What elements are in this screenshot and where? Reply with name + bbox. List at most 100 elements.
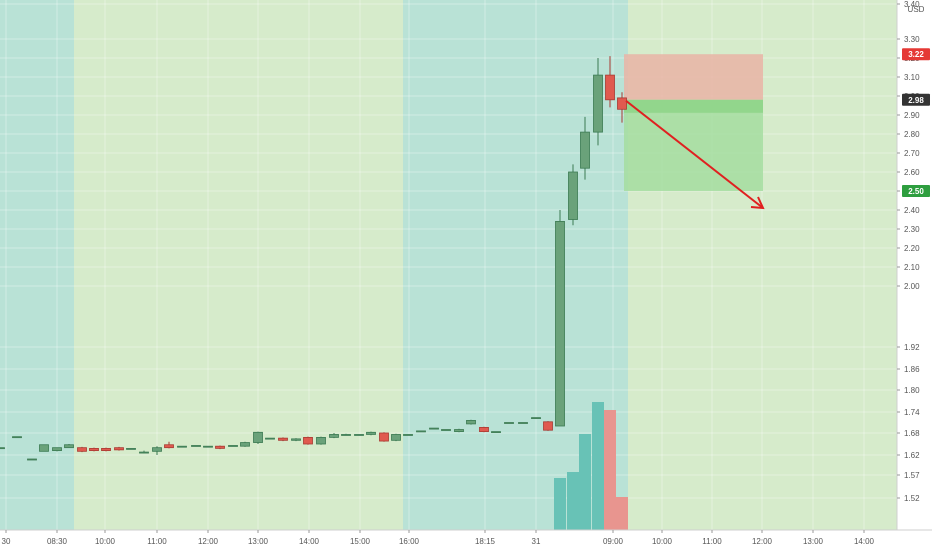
candle-body [52, 447, 62, 451]
candle-body [228, 445, 238, 447]
target-price-badge: 2.50 [908, 187, 924, 196]
candle-body [27, 458, 37, 461]
time-tick-label: 14:00 [854, 537, 875, 546]
time-tick-label: 08:30 [47, 537, 68, 546]
candle-body [303, 436, 313, 445]
candle-body [253, 431, 263, 443]
candle [366, 431, 376, 436]
short-position-tool[interactable] [624, 54, 763, 191]
candle [593, 58, 603, 146]
candle [114, 446, 124, 451]
entry-price-badge-bg [902, 93, 930, 106]
candle [64, 444, 74, 449]
candle-body [152, 447, 162, 452]
price-tick-label: 1.92 [904, 343, 920, 352]
price-tick-label: 3.30 [904, 35, 920, 44]
candle-body [126, 447, 136, 450]
currency-label: USD [908, 5, 925, 14]
candle [39, 444, 49, 452]
candle [568, 164, 578, 226]
entry-price-badge: 2.98 [908, 96, 924, 105]
volume-bar [592, 402, 604, 530]
candle-body [240, 442, 250, 447]
candle-body [580, 131, 590, 169]
entry-band [624, 99, 763, 113]
time-tick-label: 12:00 [752, 537, 773, 546]
candle-body [12, 436, 22, 439]
time-tick-label: 15:00 [350, 537, 371, 546]
candle-body [568, 171, 578, 220]
regular-session-bg [74, 0, 403, 530]
candle [479, 426, 489, 433]
candle-body [341, 434, 351, 436]
candle-body [366, 431, 376, 435]
candle-body [0, 447, 5, 450]
candle [531, 417, 541, 420]
price-tick-label: 2.30 [904, 225, 920, 234]
price-tick-label: 2.40 [904, 206, 920, 215]
candle-body [416, 430, 426, 433]
candle-body [215, 445, 225, 449]
take-profit-zone[interactable] [624, 99, 763, 191]
candle [215, 445, 225, 450]
candlesticks [0, 56, 627, 461]
time-axis[interactable]: 30 08:30 10:00 11:00 12:00 13:00 14:00 15:00 16:… [0, 529, 932, 550]
candle-body [89, 447, 99, 451]
price-tick-label: 1.68 [904, 429, 920, 438]
time-tick-label: 13:00 [803, 537, 824, 546]
arrow-head[interactable] [750, 196, 765, 210]
premarket-session-bg [0, 0, 74, 530]
candle [403, 434, 413, 436]
time-tick-label: 10:00 [652, 537, 673, 546]
candle [0, 447, 5, 450]
candle-body [114, 447, 124, 451]
time-tick-label: 18:15 [475, 537, 496, 546]
candle [228, 445, 238, 447]
trend-arrow[interactable] [625, 100, 765, 210]
candle-body [454, 429, 464, 432]
candle [543, 421, 553, 431]
candle-body [391, 434, 401, 441]
candle-body [164, 444, 174, 449]
candle [52, 447, 62, 452]
candle-body [379, 432, 389, 442]
time-tick-label: 30 [2, 537, 11, 546]
time-tick-label: 09:00 [603, 537, 624, 546]
arrow-line[interactable] [625, 100, 764, 209]
candle [454, 428, 464, 433]
candle-body [543, 421, 553, 431]
candle-body [278, 437, 288, 441]
candle-body [203, 445, 213, 448]
candle [316, 436, 326, 445]
volume-bar [616, 497, 628, 530]
candle-body [441, 429, 451, 431]
candle [203, 445, 213, 448]
stop-loss-zone[interactable] [624, 54, 763, 100]
candle [177, 445, 187, 448]
price-axis-bg [897, 0, 932, 550]
candle [278, 437, 288, 442]
candle-body [64, 444, 74, 449]
candle-body [429, 427, 439, 430]
price-tick-label: 3.10 [904, 73, 920, 82]
price-axis[interactable]: USD3.403.303.203.103.002.902.802.702.602… [896, 0, 932, 550]
candle-body [555, 220, 565, 427]
candle [164, 441, 174, 449]
candle [379, 432, 389, 442]
price-tick-label: 2.20 [904, 244, 920, 253]
candle [240, 441, 250, 447]
volume-bar [567, 472, 579, 530]
time-tick-label: 16:00 [399, 537, 420, 546]
price-tick-label: 2.80 [904, 130, 920, 139]
candle [139, 450, 149, 454]
candle [265, 437, 275, 440]
candle [605, 56, 615, 108]
stop-price-badge: 3.22 [908, 50, 924, 59]
volume-bar [579, 434, 591, 530]
time-tick-label: 10:00 [95, 537, 116, 546]
candle-body [491, 431, 501, 434]
candle-body [177, 445, 187, 448]
